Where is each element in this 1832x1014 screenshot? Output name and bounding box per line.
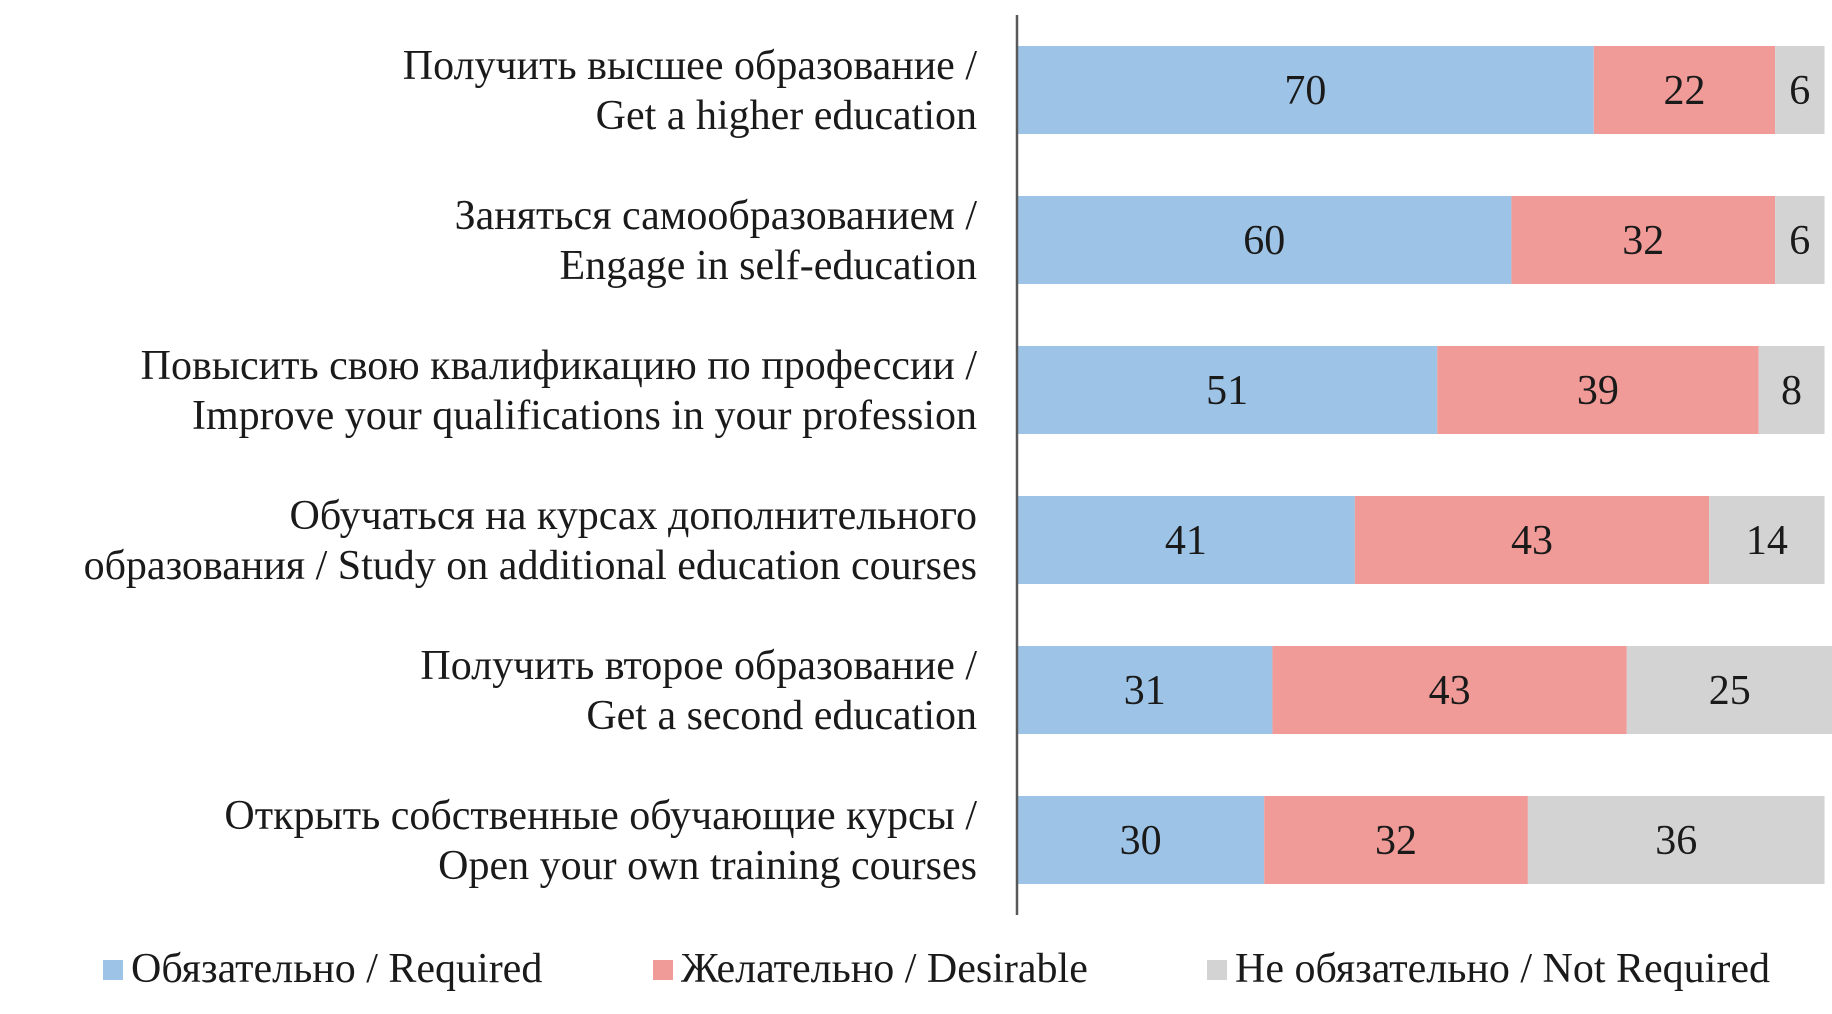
category-label: Повысить свою квалификацию по профессии …: [141, 343, 978, 439]
data-label: 70: [1284, 68, 1326, 114]
category-label-line: Engage in self-education: [560, 243, 978, 289]
bar-segment: [1017, 796, 1265, 884]
bar-segment: [1758, 346, 1825, 434]
bar-segment: [1017, 46, 1594, 134]
bar-segment: [1527, 796, 1825, 884]
data-label: 6: [1789, 218, 1810, 264]
legend-marker: [103, 960, 123, 980]
legend-marker: [1207, 960, 1227, 980]
category-label: Получить второе образование / Get a secon…: [420, 643, 977, 739]
bar-segment: [1775, 196, 1825, 284]
legend-label: Желательно / Desirable: [681, 946, 1088, 992]
data-label: 32: [1375, 818, 1417, 864]
data-label: 31: [1124, 668, 1166, 714]
category-label-line: образования / Study on additional educat…: [84, 543, 977, 589]
bar-segment: [1264, 796, 1528, 884]
data-label: 32: [1622, 218, 1664, 264]
category-label-line: Get a second education: [586, 693, 977, 739]
data-label: 39: [1577, 368, 1619, 414]
legend: Обязательно / Required Желательно / Desir…: [103, 946, 1770, 992]
category-label-line: Get a higher education: [596, 93, 977, 139]
bar-segment: [1017, 196, 1512, 284]
data-label: 43: [1511, 518, 1553, 564]
legend-marker: [653, 960, 673, 980]
category-label-line: Open your own training courses: [438, 843, 977, 889]
bar-segment: [1017, 496, 1355, 584]
category-label-line: Получить высшее образование /: [403, 43, 978, 89]
category-label-line: Получить второе образование /: [420, 643, 977, 689]
value-labels: 70 22 6 60 32 6 51 39 8 41 43 14 31 43 25 30 32 36: [1120, 68, 1811, 864]
bar-segment: [1511, 196, 1776, 284]
category-label-line: Повысить свою квалификацию по профессии …: [141, 343, 978, 389]
category-label-line: Открыть собственные обучающие курсы /: [224, 793, 977, 839]
data-label: 51: [1206, 368, 1248, 414]
category-label: Обучаться на курсах дополнительного образ…: [84, 493, 977, 589]
bar-segment: [1354, 496, 1710, 584]
data-label: 43: [1429, 668, 1471, 714]
bar-segment: [1709, 496, 1825, 584]
data-label: 14: [1746, 518, 1788, 564]
bar-segment: [1017, 346, 1438, 434]
category-label: Заняться самообразованием / Engage in sel…: [455, 193, 978, 289]
data-label: 22: [1663, 68, 1705, 114]
category-label: Получить высшее образование / Get a highe…: [403, 43, 978, 139]
bar-segment: [1626, 646, 1832, 734]
category-labels: Получить высшее образование / Get a highe…: [84, 43, 978, 889]
data-label: 36: [1655, 818, 1697, 864]
category-label-line: Обучаться на курсах дополнительного: [290, 493, 977, 539]
bar-segment: [1775, 46, 1825, 134]
data-label: 8: [1781, 368, 1802, 414]
category-label-line: Improve your qualifications in your prof…: [192, 393, 977, 439]
data-label: 30: [1120, 818, 1162, 864]
data-label: 41: [1165, 518, 1207, 564]
data-label: 60: [1243, 218, 1285, 264]
legend-label: Не обязательно / Not Required: [1235, 946, 1770, 992]
category-label: Открыть собственные обучающие курсы / Ope…: [224, 793, 977, 889]
bar-segment: [1437, 346, 1759, 434]
bar-segment: [1593, 46, 1776, 134]
bar-segment: [1017, 646, 1273, 734]
data-label: 6: [1789, 68, 1810, 114]
category-label-line: Заняться самообразованием /: [455, 193, 978, 239]
legend-label: Обязательно / Required: [131, 946, 542, 992]
bar-segment: [1272, 646, 1627, 734]
data-label: 25: [1709, 668, 1751, 714]
bars: [1017, 46, 1832, 884]
